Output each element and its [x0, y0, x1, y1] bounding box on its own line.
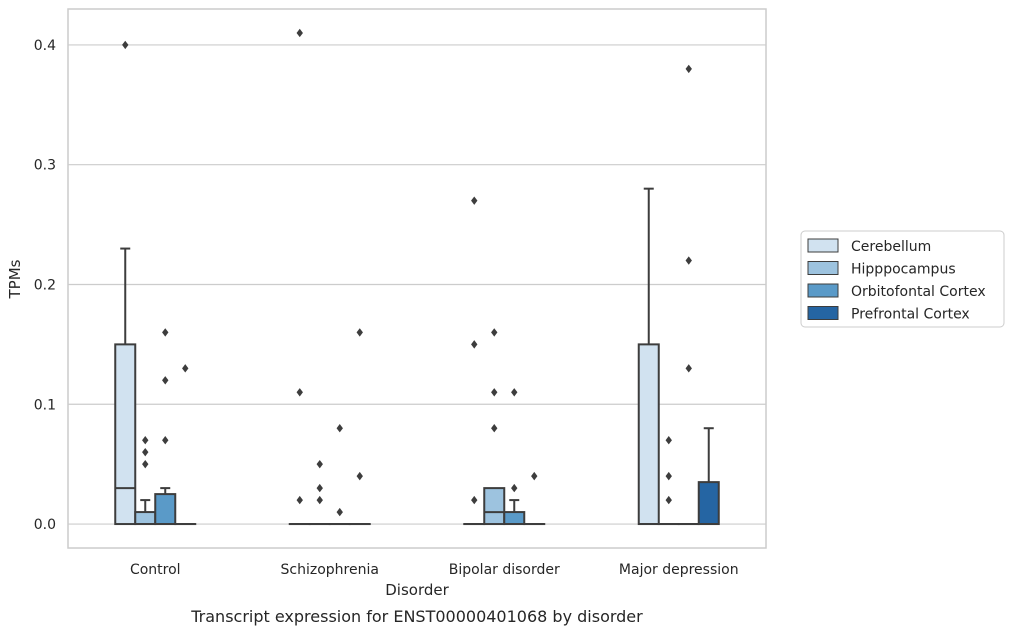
- legend-label: Prefrontal Cortex: [851, 307, 970, 323]
- box-body: [483, 487, 506, 526]
- outlier-point: [491, 424, 498, 433]
- outlier-point: [162, 328, 169, 337]
- box-cerebellum: [463, 196, 486, 526]
- legend-swatch: [807, 238, 839, 253]
- x-axis-ticks: Control Schizophrenia Bipolar disorder Majo…: [130, 562, 739, 578]
- box-cerebellum: [114, 40, 137, 526]
- figure-caption: Transcript expression for ENST0000040106…: [190, 607, 643, 626]
- outlier-point: [511, 483, 518, 493]
- x-tick-label: Major depression: [619, 562, 739, 578]
- y-tick-label: 0.0: [34, 517, 56, 533]
- outlier-point: [471, 495, 478, 505]
- box-body: [154, 493, 177, 526]
- box-hipppocampus: [308, 459, 331, 526]
- outlier-point: [665, 436, 672, 445]
- outlier-point: [142, 447, 149, 457]
- outlier-point: [356, 328, 363, 337]
- y-tick-label: 0.4: [34, 38, 56, 54]
- outlier-point: [665, 471, 672, 481]
- outlier-point: [142, 436, 149, 445]
- x-tick-label: Control: [130, 562, 181, 578]
- outlier-point: [356, 471, 363, 481]
- legend-item: Orbitofontal Cortex: [807, 283, 986, 300]
- y-tick-label: 0.3: [34, 158, 56, 174]
- legend-item: Cerebellum: [807, 238, 931, 255]
- outlier-point: [336, 424, 343, 433]
- box-body: [637, 343, 660, 526]
- plot-area: [114, 28, 720, 526]
- outlier-point: [296, 28, 303, 38]
- box-orbitofontal-cortex: [503, 388, 526, 526]
- outlier-point: [162, 376, 169, 385]
- legend-item: Hipppocampus: [807, 261, 956, 278]
- box-prefrontal-cortex: [174, 364, 197, 526]
- legend-label: Cerebellum: [851, 239, 931, 255]
- outlier-point: [685, 364, 692, 373]
- box-cerebellum: [637, 187, 660, 526]
- box-body: [503, 511, 526, 526]
- box-body: [134, 511, 157, 526]
- legend-item: Prefrontal Cortex: [807, 306, 970, 323]
- box-hipppocampus: [657, 436, 680, 526]
- gridlines: [68, 44, 766, 525]
- legend-swatch: [807, 261, 839, 275]
- legend-swatch: [807, 306, 839, 320]
- outlier-point: [491, 388, 498, 397]
- outlier-point: [316, 483, 323, 493]
- box-hipppocampus: [134, 436, 157, 526]
- plot-frame: [67, 8, 767, 549]
- outlier-point: [182, 364, 189, 373]
- legend-label: Hipppocampus: [851, 262, 956, 278]
- legend-label: Orbitofontal Cortex: [851, 284, 986, 300]
- box-prefrontal-cortex: [523, 471, 546, 526]
- legend-swatch: [807, 283, 839, 298]
- outlier-point: [665, 495, 672, 505]
- outlier-point: [296, 495, 303, 505]
- x-tick-label: Schizophrenia: [281, 562, 379, 578]
- box-orbitofontal-cortex: [677, 64, 700, 526]
- x-axis-label: Disorder: [385, 581, 449, 599]
- outlier-point: [531, 471, 538, 481]
- box-hipppocampus: [483, 328, 506, 526]
- outlier-point: [316, 459, 323, 469]
- legend-frame: [800, 230, 1005, 328]
- legend: Cerebellum Hipppocampus Orbitofontal Corte…: [800, 230, 1005, 328]
- outlier-point: [491, 328, 498, 337]
- outlier-point: [685, 64, 692, 74]
- y-axis-ticks: 0.0 0.1 0.2 0.3 0.4: [34, 38, 56, 533]
- y-axis-label: TPMs: [6, 259, 24, 299]
- x-tick-label: Bipolar disorder: [449, 562, 560, 578]
- outlier-point: [471, 196, 478, 205]
- box-body: [697, 481, 720, 526]
- box-cerebellum: [288, 28, 311, 526]
- box-orbitofontal-cortex: [154, 328, 177, 526]
- y-tick-label: 0.2: [34, 277, 56, 293]
- box-prefrontal-cortex: [697, 427, 720, 526]
- box-prefrontal-cortex: [348, 328, 371, 526]
- outlier-point: [471, 340, 478, 349]
- outlier-point: [142, 459, 149, 469]
- box-body: [114, 343, 137, 526]
- outlier-point: [162, 436, 169, 445]
- outlier-point: [316, 495, 323, 505]
- box-orbitofontal-cortex: [328, 424, 351, 526]
- outlier-point: [685, 256, 692, 265]
- outlier-point: [336, 507, 343, 517]
- outlier-point: [122, 40, 129, 50]
- y-tick-label: 0.1: [34, 397, 56, 413]
- outlier-point: [511, 388, 518, 397]
- outlier-point: [296, 388, 303, 397]
